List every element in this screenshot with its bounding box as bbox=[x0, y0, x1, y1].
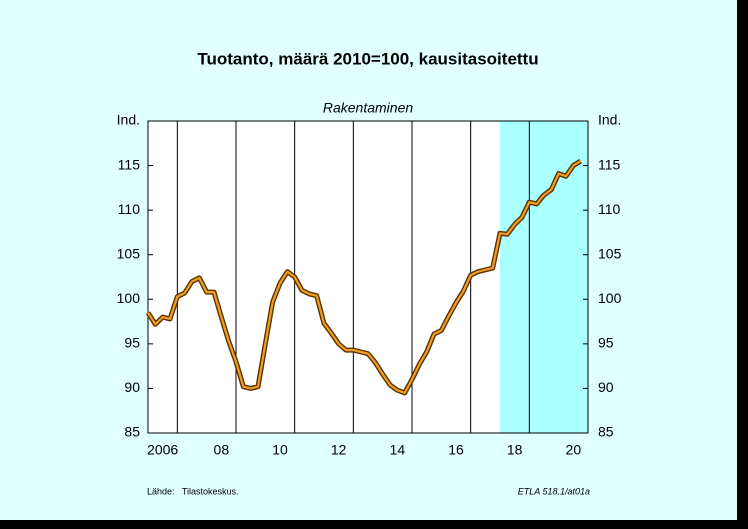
line bbox=[147, 160, 582, 394]
y2-tick-label: 90 bbox=[598, 379, 614, 395]
y2-tick-label: 115 bbox=[598, 156, 621, 172]
code: ETLA 518.1/at01a bbox=[518, 486, 590, 496]
x-tick-label: 14 bbox=[390, 442, 406, 458]
y-tick-label: 115 bbox=[118, 156, 141, 172]
chart-subtitle: Rakentaminen bbox=[323, 100, 413, 116]
y-tick-label: 95 bbox=[124, 335, 140, 351]
y2-tick-label: 100 bbox=[598, 290, 622, 306]
y2-tick-label: 95 bbox=[598, 335, 614, 351]
y-tick-label: 110 bbox=[118, 201, 141, 217]
forecast-shade bbox=[500, 121, 588, 433]
y-tick-label: 100 bbox=[117, 290, 141, 306]
y2-tick-label: Ind. bbox=[598, 112, 621, 128]
source: Lähde: Tilastokeskus. bbox=[147, 486, 239, 496]
x-tick-label: 08 bbox=[214, 442, 230, 458]
y2-tick-label: 110 bbox=[598, 201, 621, 217]
y-tick-label: Ind. bbox=[117, 112, 140, 128]
x-tick-label: 12 bbox=[331, 442, 347, 458]
y2-tick-label: 85 bbox=[598, 424, 614, 440]
x-tick-label: 18 bbox=[507, 442, 523, 458]
x-tick-label: 2006 bbox=[147, 442, 178, 458]
x-tick-label: 10 bbox=[272, 442, 288, 458]
chart: Tuotanto, määrä 2010=100, kausitasoitett… bbox=[0, 0, 737, 520]
y-tick-label: 90 bbox=[124, 379, 140, 395]
x-tick-label: 16 bbox=[448, 442, 464, 458]
y-tick-label: 85 bbox=[124, 424, 140, 440]
y2-tick-label: 105 bbox=[598, 245, 622, 261]
plot-frame bbox=[147, 120, 589, 434]
x-tick-label: 20 bbox=[566, 442, 582, 458]
chart-title: Tuotanto, määrä 2010=100, kausitasoitett… bbox=[197, 49, 538, 68]
y-tick-label: 105 bbox=[117, 245, 141, 261]
